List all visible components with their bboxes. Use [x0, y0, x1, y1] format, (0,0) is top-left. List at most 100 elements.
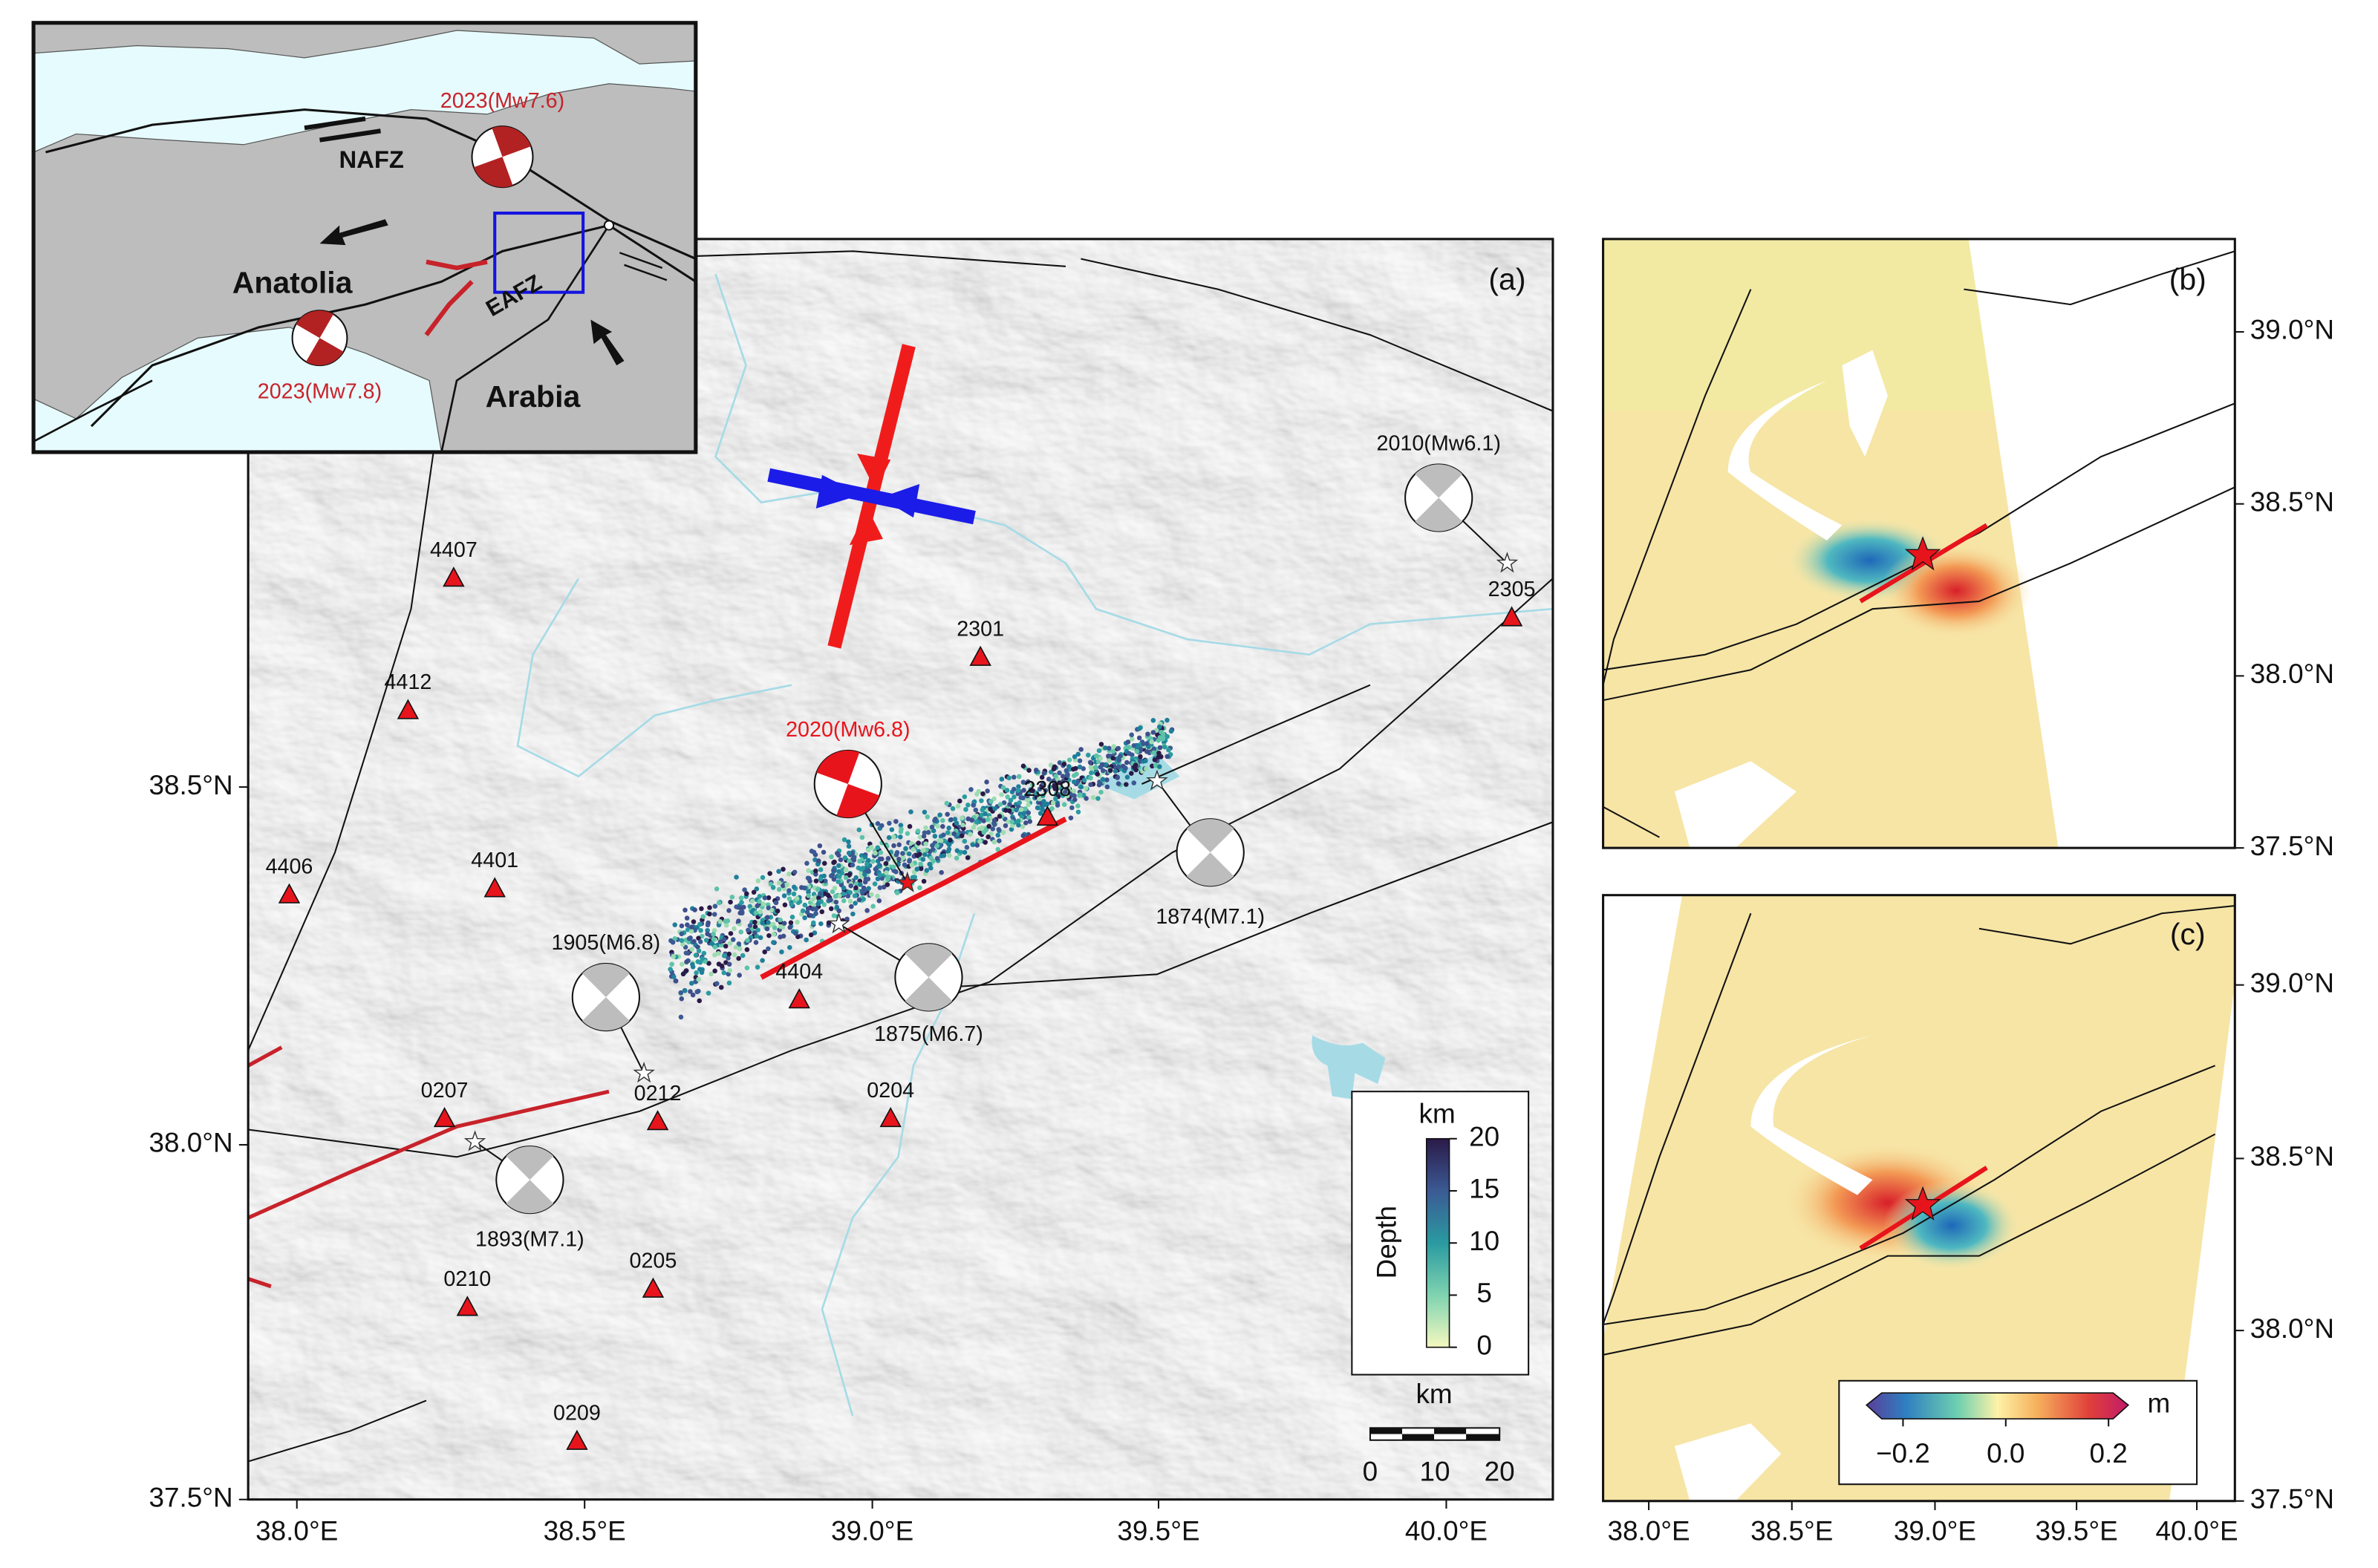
displacement-lobe	[1883, 1180, 2021, 1272]
panel-b-frame	[1602, 238, 2236, 849]
aftershock	[1098, 789, 1104, 795]
aftershock	[1100, 777, 1106, 782]
fault	[959, 821, 1553, 987]
aftershock	[1110, 755, 1115, 761]
aftershock	[863, 876, 869, 882]
panel-c-map	[1603, 895, 2235, 1501]
epicenter	[1904, 536, 1941, 571]
aftershock	[690, 992, 696, 998]
slip-arrows	[619, 252, 668, 281]
aftershock	[965, 803, 971, 808]
aftershock	[1072, 754, 1078, 760]
lon-tick-label: 38.0°E	[1608, 1516, 1690, 1546]
aftershock	[729, 895, 735, 900]
aftershock	[954, 848, 960, 854]
aftershock	[813, 906, 819, 912]
aftershock	[886, 875, 891, 880]
fault	[1603, 912, 1752, 1325]
aftershock	[766, 932, 772, 938]
aftershock	[696, 988, 701, 994]
aftershock	[843, 875, 849, 881]
aftershock	[862, 854, 868, 860]
aftershock	[1115, 781, 1121, 786]
aftershock	[755, 964, 760, 970]
river	[714, 273, 1553, 656]
aftershock	[742, 887, 747, 892]
aftershock	[1049, 806, 1055, 811]
generated-labels: 2010(Mw6.1) 1874(M7.1) 1875(M6.7) 1905(M6.8…	[149, 315, 2334, 1546]
aftershock	[737, 910, 743, 915]
aftershock	[898, 834, 903, 840]
aftershock	[698, 927, 703, 933]
aftershock	[691, 938, 697, 944]
aftershock	[850, 911, 856, 917]
aftershock	[1113, 768, 1118, 774]
aftershock	[995, 832, 1001, 838]
scale-unit: km	[1416, 1379, 1452, 1409]
aftershock	[940, 823, 945, 829]
reservoir	[1674, 1423, 1782, 1501]
aftershock	[831, 877, 837, 882]
aftershock	[875, 876, 881, 882]
aftershock	[868, 845, 874, 850]
aftershock	[1103, 762, 1109, 768]
aftershock	[758, 935, 763, 941]
aftershock	[744, 891, 749, 897]
aftershock	[671, 954, 676, 959]
lat-tick-label: 38.0°N	[2250, 659, 2334, 689]
aftershock	[831, 913, 837, 918]
scale-seg	[1434, 1428, 1467, 1434]
aftershock	[683, 968, 689, 973]
aftershock	[1118, 754, 1123, 759]
aftershock	[1095, 771, 1101, 777]
fault	[1964, 250, 2235, 306]
aftershock	[1141, 741, 1146, 747]
aftershock	[806, 893, 812, 898]
rupture	[760, 816, 1067, 980]
reservoir	[1750, 1035, 1873, 1195]
aftershock	[846, 850, 852, 856]
aftershock	[712, 968, 717, 974]
aftershock	[879, 875, 885, 881]
aftershock	[671, 974, 677, 980]
colorbar-tick-label: 10	[1469, 1226, 1499, 1256]
aftershock	[668, 967, 673, 972]
event-label: 2023(Mw7.6)	[440, 89, 564, 113]
aftershock	[1164, 717, 1170, 723]
aftershock	[838, 857, 844, 863]
aftershock	[672, 922, 678, 927]
aftershock	[924, 868, 930, 873]
aftershock	[789, 914, 795, 920]
aftershock	[760, 875, 766, 881]
event-label: 1874(M7.1)	[1156, 905, 1265, 929]
station	[969, 645, 991, 666]
aftershock	[958, 849, 963, 855]
aftershock	[997, 838, 1002, 843]
station-label: 2301	[957, 617, 1004, 641]
aftershock	[776, 886, 782, 892]
aftershock	[697, 921, 703, 927]
aftershock	[1034, 790, 1040, 796]
beachball-quadrant	[306, 338, 344, 366]
aftershock	[1162, 744, 1167, 750]
aftershock	[712, 904, 718, 909]
displacement-lobe	[1880, 541, 2033, 640]
aftershock	[945, 830, 951, 835]
aftershock	[693, 953, 699, 958]
aftershock	[1095, 796, 1101, 801]
aftershock	[917, 885, 922, 891]
aftershock	[1037, 800, 1042, 806]
aftershock	[813, 872, 818, 877]
aftershock	[721, 953, 727, 958]
aftershock	[685, 922, 690, 927]
aftershock	[900, 851, 905, 856]
aftershock	[922, 809, 928, 815]
aftershock	[883, 860, 889, 866]
aftershock	[737, 946, 743, 952]
aftershock	[1135, 742, 1141, 748]
aftershock	[828, 897, 833, 903]
aftershock	[858, 866, 864, 872]
aftershock	[794, 895, 800, 901]
colorbar-tick-label: 0.2	[2090, 1438, 2128, 1469]
aftershock	[843, 867, 849, 872]
